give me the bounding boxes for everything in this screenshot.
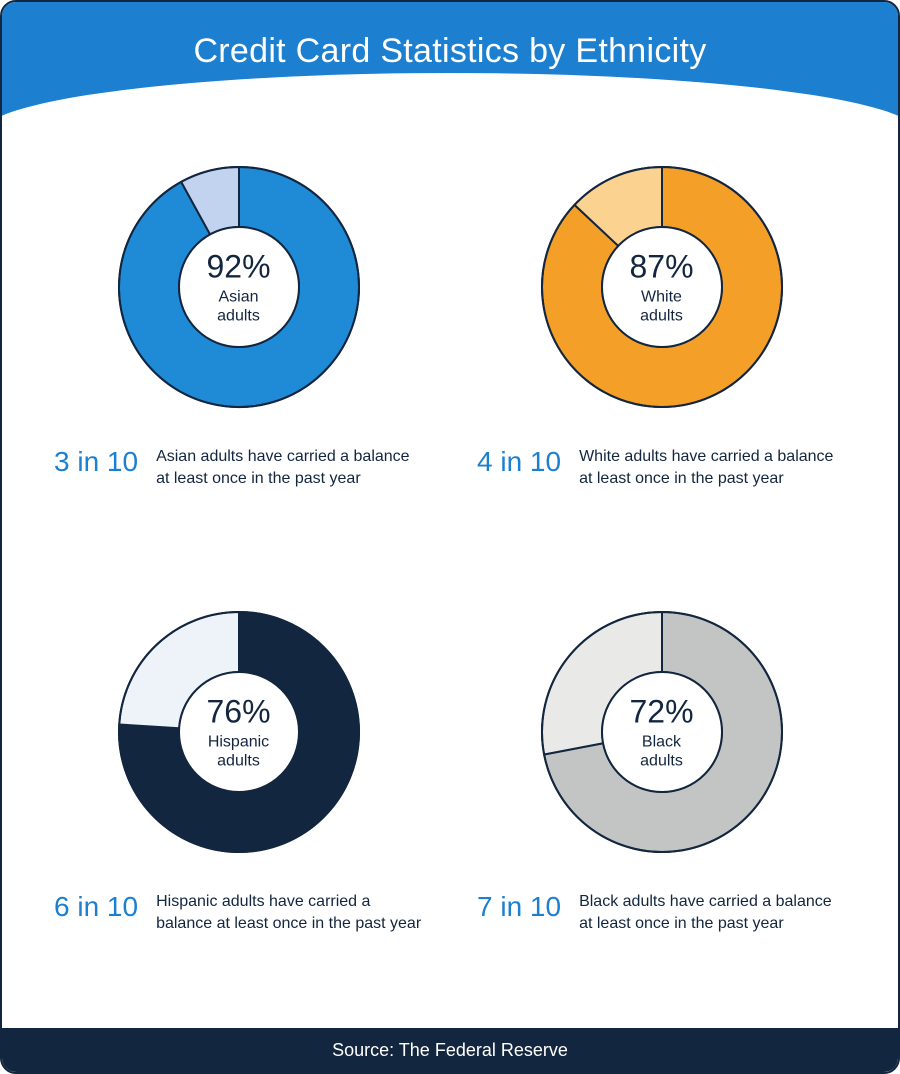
chart-grid: 92% Asianadults 3 in 10 Asian adults hav… xyxy=(2,152,898,1022)
caption-text: Asian adults have carried a balance at l… xyxy=(156,446,423,489)
donut-center-asian: 92% Asianadults xyxy=(206,248,270,325)
donut-percent: 87% xyxy=(629,248,693,285)
infographic-card: Credit Card Statistics by Ethnicity 92% … xyxy=(0,0,900,1074)
chart-cell-asian: 92% Asianadults 3 in 10 Asian adults hav… xyxy=(42,152,435,577)
donut-label: Asianadults xyxy=(206,287,270,325)
donut-percent: 76% xyxy=(206,693,270,730)
footer-text: Source: The Federal Reserve xyxy=(332,1040,568,1061)
footer: Source: The Federal Reserve xyxy=(2,1028,898,1072)
chart-cell-black: 72% Blackadults 7 in 10 Black adults hav… xyxy=(465,597,858,1022)
donut-center-white: 87% Whiteadults xyxy=(629,248,693,325)
donut-percent: 72% xyxy=(629,693,693,730)
header: Credit Card Statistics by Ethnicity xyxy=(2,2,898,132)
chart-cell-hispanic: 76% Hispanicadults 6 in 10 Hispanic adul… xyxy=(42,597,435,1022)
caption-text: White adults have carried a balance at l… xyxy=(579,446,846,489)
caption-text: Hispanic adults have carried a balance a… xyxy=(156,891,423,934)
caption-black: 7 in 10 Black adults have carried a bala… xyxy=(465,891,858,934)
donut-label: Hispanicadults xyxy=(206,732,270,770)
donut-white: 87% Whiteadults xyxy=(527,152,797,422)
header-arc xyxy=(0,73,900,133)
caption-stat: 6 in 10 xyxy=(54,891,138,923)
donut-black: 72% Blackadults xyxy=(527,597,797,867)
caption-stat: 7 in 10 xyxy=(477,891,561,923)
donut-label: Whiteadults xyxy=(629,287,693,325)
caption-stat: 3 in 10 xyxy=(54,446,138,478)
chart-cell-white: 87% Whiteadults 4 in 10 White adults hav… xyxy=(465,152,858,577)
donut-center-black: 72% Blackadults xyxy=(629,693,693,770)
caption-hispanic: 6 in 10 Hispanic adults have carried a b… xyxy=(42,891,435,934)
page-title: Credit Card Statistics by Ethnicity xyxy=(193,32,706,71)
caption-text: Black adults have carried a balance at l… xyxy=(579,891,846,934)
donut-asian: 92% Asianadults xyxy=(104,152,374,422)
caption-white: 4 in 10 White adults have carried a bala… xyxy=(465,446,858,489)
donut-label: Blackadults xyxy=(629,732,693,770)
caption-stat: 4 in 10 xyxy=(477,446,561,478)
caption-asian: 3 in 10 Asian adults have carried a bala… xyxy=(42,446,435,489)
donut-hispanic: 76% Hispanicadults xyxy=(104,597,374,867)
donut-center-hispanic: 76% Hispanicadults xyxy=(206,693,270,770)
donut-percent: 92% xyxy=(206,248,270,285)
